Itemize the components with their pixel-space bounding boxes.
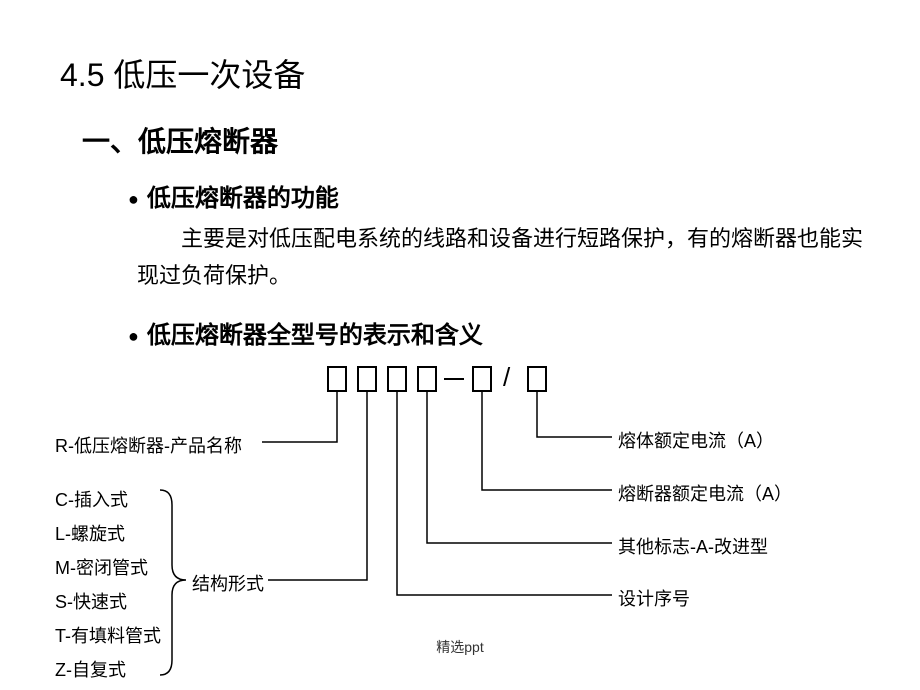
main-title: 4.5 低压一次设备 (60, 50, 305, 96)
section-title: 一、低压熔断器 (82, 120, 278, 160)
description-text: 主要是对低压配电系统的线路和设备进行短路保护，有的熔断器也能实现过负荷保护。 (137, 220, 877, 295)
model-diagram: / R-低压熔断器-产品名称 C-插入式 L-螺旋式 M-密闭管式 S-快速式 … (0, 360, 920, 680)
bullet-function: 低压熔断器的功能 (128, 178, 339, 213)
footer-text: 精选ppt (436, 637, 483, 657)
bullet-model: 低压熔断器全型号的表示和含义 (128, 315, 483, 350)
